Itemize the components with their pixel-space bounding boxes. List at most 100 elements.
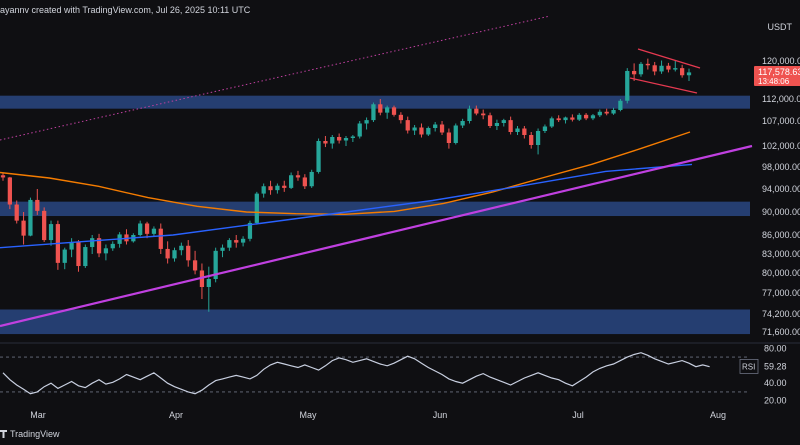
candle	[234, 235, 239, 248]
candle-body	[288, 175, 294, 188]
candle-body	[385, 107, 390, 113]
candle-body	[481, 113, 486, 116]
candle	[151, 226, 157, 237]
rsi-axis-label: 80.00	[764, 343, 787, 353]
tradingview-logo-icon	[0, 430, 7, 438]
candle	[611, 107, 616, 115]
rsi-name-tag	[739, 359, 759, 374]
candle	[309, 169, 314, 188]
candle-body	[659, 65, 664, 72]
time-axis-label: Jun	[433, 410, 448, 420]
candle-body	[7, 177, 12, 205]
moving-average-orange	[0, 131, 691, 216]
candle-body	[666, 65, 671, 70]
candle	[288, 172, 294, 189]
candle-body	[83, 247, 88, 267]
moving-average-blue	[0, 163, 693, 249]
candle	[398, 112, 404, 124]
candle-body	[179, 245, 184, 251]
candle-body	[398, 114, 404, 121]
candle-body	[597, 111, 602, 116]
candle-body	[487, 115, 493, 126]
candle	[577, 113, 582, 121]
current-price-tag	[754, 66, 800, 86]
candle	[117, 232, 122, 248]
candle	[337, 133, 342, 144]
candle	[240, 236, 246, 247]
candle	[522, 126, 527, 139]
candle-body	[302, 177, 307, 187]
candle	[597, 109, 602, 118]
flag-lower-line	[629, 77, 698, 94]
candle-body	[645, 63, 650, 66]
candle-body	[350, 136, 355, 138]
candle	[103, 244, 109, 261]
candle	[453, 123, 458, 145]
candle-body	[453, 125, 458, 143]
candle	[254, 191, 259, 225]
candle	[391, 105, 397, 117]
candle-body	[583, 114, 589, 119]
candle	[295, 170, 301, 181]
candle-body	[268, 186, 273, 191]
candle-body	[680, 68, 685, 76]
candle-body	[28, 199, 33, 236]
candle	[645, 58, 650, 70]
candle-body	[330, 137, 335, 144]
candle	[220, 244, 225, 258]
rsi-name: RSI	[742, 362, 755, 371]
candle-body	[529, 135, 534, 145]
candle	[604, 108, 609, 116]
candle-body	[460, 121, 465, 126]
candle-body	[110, 243, 115, 249]
candle-body	[439, 124, 445, 133]
candle	[275, 183, 280, 194]
price-axis-label: 107,000.00	[762, 116, 800, 126]
candle	[69, 238, 74, 258]
candle	[316, 138, 321, 174]
candle-body	[21, 220, 26, 236]
candle-body	[508, 120, 513, 132]
candle	[62, 247, 67, 270]
candle-body	[604, 111, 609, 114]
candle	[680, 64, 685, 78]
candle	[0, 172, 6, 181]
candle-body	[556, 118, 561, 121]
candle-body	[275, 185, 280, 191]
candle	[501, 118, 506, 127]
candle-body	[343, 138, 349, 141]
candle-body	[144, 223, 150, 234]
candle	[227, 238, 232, 251]
candle-body	[76, 241, 81, 267]
candle-body	[638, 63, 644, 75]
candle	[90, 235, 95, 254]
price-axis-label: 77,000.00	[762, 288, 800, 298]
candle-body	[323, 141, 328, 144]
price-axis-label: 71,600.00	[762, 327, 800, 337]
candle-body	[69, 241, 74, 250]
candle	[508, 116, 513, 135]
candle	[42, 207, 47, 242]
candle	[96, 233, 102, 258]
candle	[165, 241, 170, 264]
candle	[474, 105, 479, 116]
candle-body	[103, 248, 109, 254]
candle-body	[446, 132, 452, 143]
candle	[199, 263, 205, 299]
time-axis-label: Apr	[169, 410, 183, 420]
candle-body	[426, 128, 431, 135]
candle	[192, 250, 198, 275]
candle-body	[590, 115, 596, 119]
time-axis-label: Mar	[30, 410, 46, 420]
flag-upper-line	[637, 48, 701, 69]
candle-body	[631, 70, 637, 75]
candle	[659, 60, 664, 74]
candle-body	[412, 127, 417, 131]
candle	[419, 123, 424, 138]
candle-body	[364, 120, 369, 124]
candle-body	[165, 248, 170, 259]
candle-body	[337, 137, 342, 141]
candle-body	[0, 175, 6, 178]
price-axis-label: 80,000.00	[762, 268, 800, 278]
